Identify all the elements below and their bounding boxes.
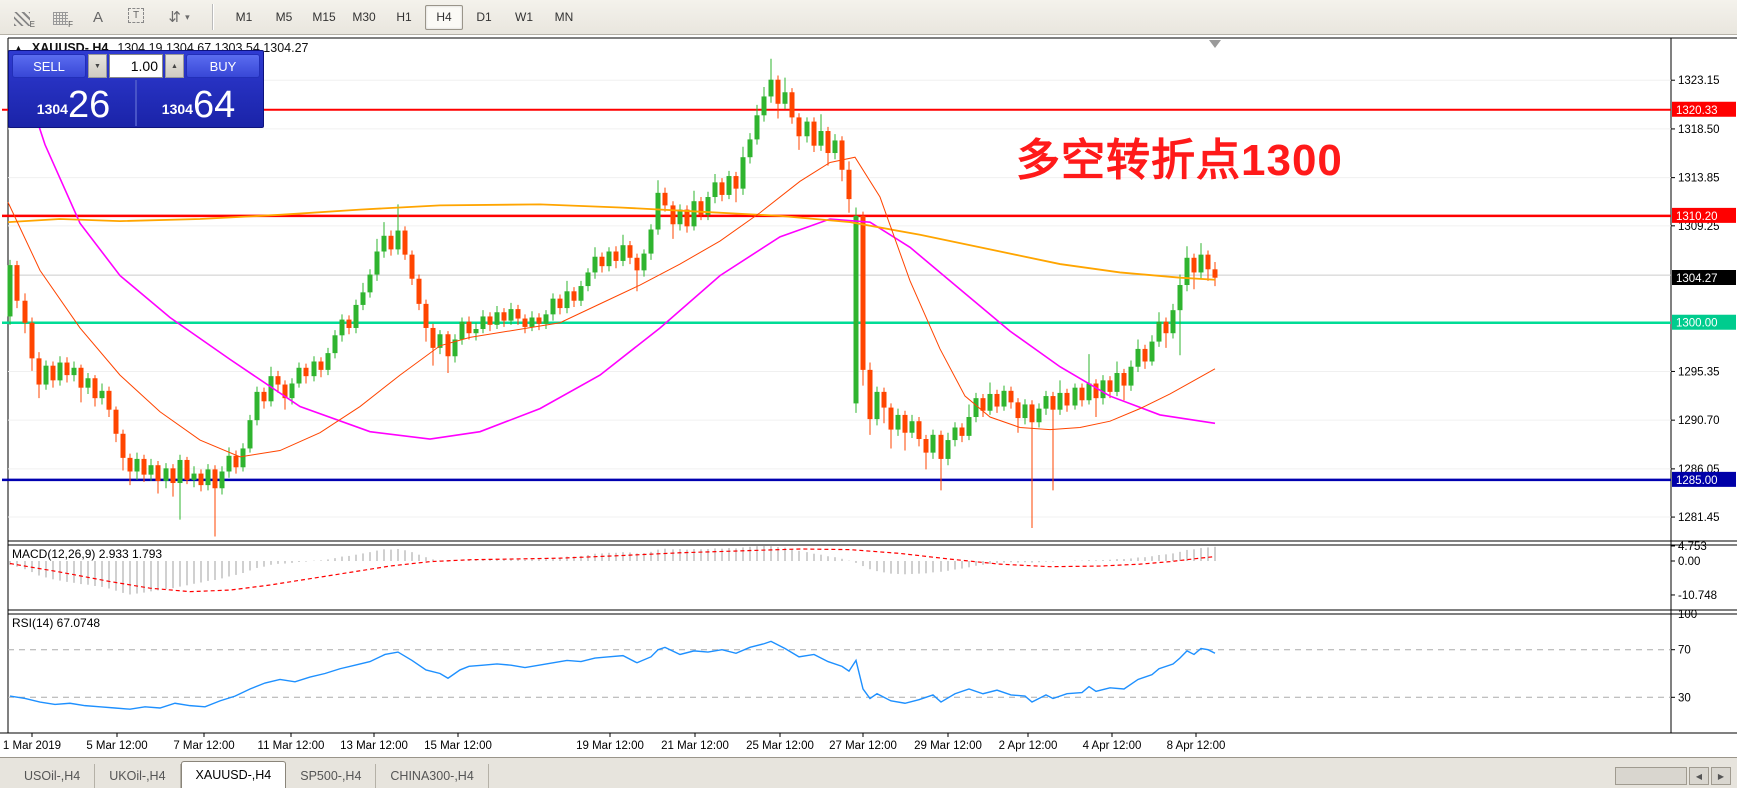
svg-text:8 Apr 12:00: 8 Apr 12:00 [1167,740,1226,752]
svg-text:2 Apr 12:00: 2 Apr 12:00 [999,740,1058,752]
text-label-icon[interactable]: A [92,8,103,26]
ma-mid-line [13,50,1216,440]
collapse-triangle-icon[interactable]: ▲ [14,43,23,53]
tab-scroll-left-icon[interactable]: ◀ [1689,767,1709,785]
macd-signal-line [9,548,1216,593]
timeframe-d1-button[interactable]: D1 [476,10,492,24]
buy-button[interactable]: BUY [186,54,260,78]
toolbar: E F A T ⇵ ▾ M1 M5 M15 M30 H1 H4 D1 W1 MN [0,0,1737,35]
svg-text:5 Mar 12:00: 5 Mar 12:00 [86,740,147,752]
timeframe-mn-button[interactable]: MN [554,10,574,24]
text-box-icon[interactable]: T [120,4,152,30]
macd-indicator-label: MACD(12,26,9) 2.933 1.793 [12,547,163,561]
svg-text:29 Mar 12:00: 29 Mar 12:00 [914,740,982,752]
sell-button[interactable]: SELL [12,54,86,78]
svg-text:1320.33: 1320.33 [1676,105,1718,117]
svg-text:1304.27: 1304.27 [1676,273,1718,285]
one-click-trade-panel: SELL ▼ 1.00 ▲ BUY 1304 26 1304 64 [8,50,264,128]
timeframe-h4-button[interactable]: H4 [425,4,463,30]
svg-text:25 Mar 12:00: 25 Mar 12:00 [746,740,814,752]
tab-usoilh4[interactable]: USOil-,H4 [10,764,96,788]
timeframe-m5-button[interactable]: M5 [275,10,293,24]
svg-text:1285.00: 1285.00 [1676,475,1718,487]
svg-text:21 Mar 12:00: 21 Mar 12:00 [661,740,729,752]
tab-scrollbar-thumb[interactable] [1615,767,1687,785]
chart-tabs: USOil-,H4 UKOil-,H4 XAUUSD-,H4 SP500-,H4 CHI… [10,761,489,788]
chart-area[interactable]: 1323.15 1318.50 1313.85 1309.25 1295.35 1290.… [0,0,1737,757]
timeframe-buttons: M1 M5 M15 M30 H1 H4 D1 W1 MN [224,4,584,30]
indicators-grid-icon[interactable]: F [44,4,76,30]
svg-text:70: 70 [1678,645,1691,657]
sell-price-big: 26 [67,83,111,126]
svg-text:100: 100 [1678,609,1697,621]
arrange-windows-icon[interactable]: ⇵ ▾ [168,9,190,26]
chart-shift-marker-icon [1209,40,1221,48]
buy-price[interactable]: 1304 64 [137,80,260,126]
rsi-line [9,640,1216,710]
candlesticks [7,58,1218,537]
svg-text:1295.35: 1295.35 [1678,366,1720,378]
chart-tabs-bar: USOil-,H4 UKOil-,H4 XAUUSD-,H4 SP500-,H4 CHI… [0,757,1737,788]
svg-text:-10.748: -10.748 [1678,590,1717,602]
macd-histogram [9,545,1216,595]
svg-text:30: 30 [1678,692,1691,704]
rsi-axis: 100 70 30 [1671,609,1697,704]
svg-text:13 Mar 12:00: 13 Mar 12:00 [340,740,408,752]
price-badge [1672,314,1736,330]
sell-price-small: 1304 [36,101,68,117]
support-resistance-lines [2,108,1671,482]
ma-fast-line [7,156,1216,458]
timeframe-m15-button[interactable]: M15 [312,10,336,24]
expert-advisors-icon[interactable]: E [6,4,38,30]
tab-sp500h4[interactable]: SP500-,H4 [286,764,377,788]
price-divider [135,80,137,126]
price-badge [1672,207,1736,223]
svg-text:19 Mar 12:00: 19 Mar 12:00 [576,740,644,752]
svg-text:7 Mar 12:00: 7 Mar 12:00 [173,740,234,752]
svg-text:1281.45: 1281.45 [1678,512,1720,524]
macd-axis: 4.753 0.00 -10.748 [1671,541,1717,602]
tab-ukoilh4[interactable]: UKOil-,H4 [95,764,181,788]
timeframe-w1-button[interactable]: W1 [515,10,533,24]
ma-slow-line [7,203,1216,281]
sell-price[interactable]: 1304 26 [12,80,135,126]
rsi-indicator-label: RSI(14) 67.0748 [12,616,101,630]
svg-text:11 Mar 12:00: 11 Mar 12:00 [258,740,325,752]
svg-text:1290.70: 1290.70 [1678,415,1720,427]
toolbar-separator [212,4,214,30]
price-badge [1672,101,1736,117]
price-axis[interactable]: 1323.15 1318.50 1313.85 1309.25 1295.35 1290.… [1671,75,1736,524]
svg-text:1318.50: 1318.50 [1678,124,1720,136]
svg-text:4 Apr 12:00: 4 Apr 12:00 [1083,740,1142,752]
chart-annotation-text[interactable]: 多空转折点1300 [1016,136,1343,185]
volume-down-button[interactable]: ▼ [88,54,107,78]
timeframe-m30-button[interactable]: M30 [352,10,376,24]
svg-text:1 Mar 2019: 1 Mar 2019 [3,740,61,752]
svg-text:1309.25: 1309.25 [1678,221,1720,233]
volume-up-button[interactable]: ▲ [165,54,184,78]
svg-text:1300.00: 1300.00 [1676,318,1718,330]
svg-text:1313.85: 1313.85 [1678,173,1720,185]
price-badge [1672,270,1736,285]
price-gridlines [8,79,1671,518]
svg-text:15 Mar 12:00: 15 Mar 12:00 [424,740,492,752]
svg-text:1323.15: 1323.15 [1678,75,1720,87]
buy-price-big: 64 [192,83,236,126]
volume-input[interactable]: 1.00 [109,54,163,78]
tab-xauusdh4[interactable]: XAUUSD-,H4 [180,761,287,788]
tab-scroll-right-icon[interactable]: ▶ [1711,767,1731,785]
svg-text:0.00: 0.00 [1678,556,1700,568]
svg-text:1310.20: 1310.20 [1676,211,1718,223]
rsi-level-lines [8,649,1671,698]
panel-borders [0,37,1737,734]
svg-text:27 Mar 12:00: 27 Mar 12:00 [829,740,897,752]
timeframe-m1-button[interactable]: M1 [235,10,253,24]
time-axis[interactable]: 1 Mar 2019 5 Mar 12:00 7 Mar 12:00 11 Mar 1… [3,733,1226,752]
tab-china300h4[interactable]: CHINA300-,H4 [376,764,489,788]
price-badge [1672,471,1736,487]
buy-price-small: 1304 [161,101,193,117]
svg-text:4.753: 4.753 [1678,541,1707,553]
timeframe-h1-button[interactable]: H1 [396,10,412,24]
